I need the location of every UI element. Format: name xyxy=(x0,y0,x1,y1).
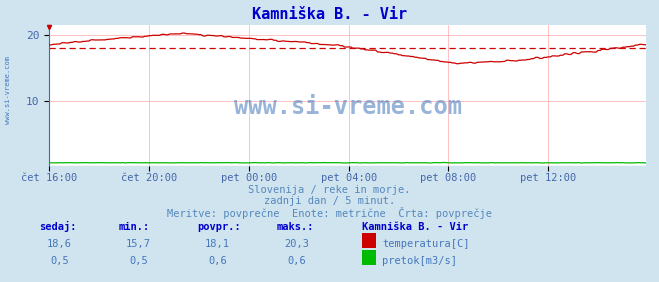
Text: čet 20:00: čet 20:00 xyxy=(121,173,177,183)
Text: pet 00:00: pet 00:00 xyxy=(221,173,277,183)
Text: 20,3: 20,3 xyxy=(284,239,309,249)
Text: 18,1: 18,1 xyxy=(205,239,230,249)
Text: sedaj:: sedaj: xyxy=(40,221,77,232)
Text: temperatura[C]: temperatura[C] xyxy=(382,239,470,249)
Text: Meritve: povprečne  Enote: metrične  Črta: povprečje: Meritve: povprečne Enote: metrične Črta:… xyxy=(167,207,492,219)
Text: 0,5: 0,5 xyxy=(129,256,148,266)
Text: Kamniška B. - Vir: Kamniška B. - Vir xyxy=(362,222,469,232)
Text: Slovenija / reke in morje.: Slovenija / reke in morje. xyxy=(248,185,411,195)
Text: pet 12:00: pet 12:00 xyxy=(520,173,576,183)
Text: 15,7: 15,7 xyxy=(126,239,151,249)
Text: pet 08:00: pet 08:00 xyxy=(420,173,476,183)
Text: 0,5: 0,5 xyxy=(50,256,69,266)
Text: www.si-vreme.com: www.si-vreme.com xyxy=(234,95,461,119)
Text: 0,6: 0,6 xyxy=(287,256,306,266)
Text: zadnji dan / 5 minut.: zadnji dan / 5 minut. xyxy=(264,196,395,206)
Text: min.:: min.: xyxy=(119,222,150,232)
Text: www.si-vreme.com: www.si-vreme.com xyxy=(5,56,11,124)
Text: pet 04:00: pet 04:00 xyxy=(320,173,377,183)
Text: čet 16:00: čet 16:00 xyxy=(21,173,78,183)
Text: Kamniška B. - Vir: Kamniška B. - Vir xyxy=(252,7,407,22)
Text: pretok[m3/s]: pretok[m3/s] xyxy=(382,256,457,266)
Text: povpr.:: povpr.: xyxy=(198,222,241,232)
Text: 0,6: 0,6 xyxy=(208,256,227,266)
Text: 18,6: 18,6 xyxy=(47,239,72,249)
Text: maks.:: maks.: xyxy=(277,222,314,232)
